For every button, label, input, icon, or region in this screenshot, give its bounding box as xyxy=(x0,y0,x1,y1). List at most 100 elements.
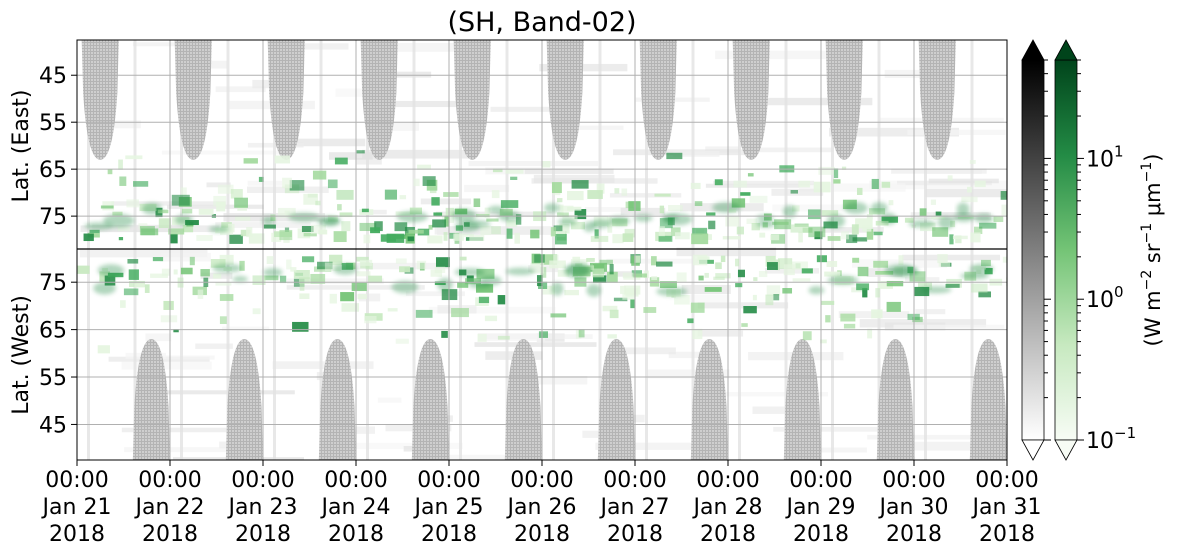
background-streak xyxy=(439,454,530,460)
aurora-pixel xyxy=(515,214,522,225)
aurora-pixel xyxy=(670,227,681,237)
colorbar-grey-extend-max xyxy=(1021,39,1045,61)
aurora-pixel xyxy=(301,256,315,263)
aurora-pixel xyxy=(913,286,930,297)
background-streak xyxy=(111,201,226,206)
background-streak xyxy=(697,302,789,309)
aurora-pixel xyxy=(676,272,687,282)
background-streak xyxy=(215,86,266,93)
background-streak xyxy=(570,125,624,130)
aurora-pixel xyxy=(978,291,992,298)
background-streak xyxy=(222,326,270,331)
aurora-pixel xyxy=(792,205,800,212)
aurora-pixel xyxy=(550,313,567,318)
aurora-pixel xyxy=(477,333,487,342)
aurora-pixel xyxy=(566,190,584,201)
daylight-gap xyxy=(918,40,956,160)
aurora-core xyxy=(262,268,283,277)
aurora-pixel xyxy=(841,166,847,170)
aurora-pixel xyxy=(386,233,405,243)
x-tick-label: 00:00 xyxy=(882,468,945,493)
aurora-pixel xyxy=(659,281,677,289)
swath-edge xyxy=(924,40,927,460)
aurora-pixel xyxy=(292,321,309,332)
aurora-pixel xyxy=(607,271,618,283)
background-streak xyxy=(144,355,215,360)
background-streak xyxy=(705,183,810,188)
aurora-pixel xyxy=(843,323,856,329)
aurora-pixel xyxy=(770,234,780,241)
aurora-pixel xyxy=(875,220,889,226)
colorbar-tick-label: 10−1 xyxy=(1086,424,1136,454)
aurora-pixel xyxy=(741,323,748,327)
aurora-pixel xyxy=(453,233,464,241)
aurora-pixel xyxy=(432,219,446,228)
background-streak xyxy=(533,174,615,184)
aurora-pixel xyxy=(112,211,123,216)
aurora-pixel xyxy=(492,168,503,173)
aurora-pixel xyxy=(821,210,839,217)
aurora-pixel xyxy=(651,256,657,266)
swath-edge xyxy=(645,40,648,460)
aurora-pixel xyxy=(694,201,703,207)
aurora-pixel xyxy=(746,218,758,224)
aurora-pixel xyxy=(620,285,627,294)
y-tick-label-west: 45 xyxy=(39,413,67,438)
aurora-pixel xyxy=(674,294,690,305)
aurora-pixel xyxy=(1001,204,1007,216)
aurora-pixel xyxy=(551,182,562,194)
aurora-core xyxy=(608,216,630,226)
aurora-pixel xyxy=(415,309,433,318)
aurora-pixel xyxy=(1002,256,1007,263)
x-tick-label: 00:00 xyxy=(603,468,666,493)
aurora-pixel xyxy=(293,269,310,279)
aurora-pixel xyxy=(310,224,326,234)
aurora-pixel xyxy=(557,198,563,203)
aurora-pixel xyxy=(888,200,894,206)
aurora-pixel xyxy=(553,225,563,232)
aurora-pixel xyxy=(621,188,628,196)
daylight-gaps-east xyxy=(81,40,956,160)
aurora-pixel xyxy=(478,296,490,304)
aurora-pixel xyxy=(299,293,310,300)
background-streak xyxy=(344,262,450,270)
aurora-pixel xyxy=(571,180,589,189)
aurora-pixel xyxy=(614,188,620,194)
aurora-pixel xyxy=(807,209,822,220)
aurora-pixel xyxy=(384,189,398,200)
aurora-pixel xyxy=(866,228,874,240)
aurora-pixel xyxy=(463,233,474,237)
aurora-pixel xyxy=(981,259,991,267)
x-tick-label: Jan 31 xyxy=(971,495,1042,520)
background-streak xyxy=(773,426,908,432)
colorbar-tick-label: 101 xyxy=(1086,142,1124,172)
aurora-pixel xyxy=(587,190,603,199)
aurora-pixel xyxy=(497,295,506,305)
y-axis-label-west: Lat. (West) xyxy=(9,295,34,415)
swath-edge xyxy=(598,40,602,460)
aurora-pixel xyxy=(266,256,274,264)
background-streak xyxy=(394,100,478,108)
aurora-pixel xyxy=(359,259,373,266)
aurora-pixel xyxy=(875,270,894,275)
swath-edge xyxy=(970,40,974,460)
daylight-gap xyxy=(360,40,398,160)
aurora-core xyxy=(557,218,577,226)
aurora-pixel xyxy=(658,226,665,237)
aurora-pixel xyxy=(476,268,495,279)
daylight-gap xyxy=(453,40,491,160)
x-tick-label: 00:00 xyxy=(417,468,480,493)
aurora-pixel xyxy=(538,331,548,338)
aurora-pixel xyxy=(969,160,976,164)
aurora-pixel xyxy=(480,225,491,236)
aurora-pixel xyxy=(123,288,139,296)
background-streak xyxy=(924,169,982,174)
aurora-pixel xyxy=(820,300,835,305)
aurora-pixel xyxy=(196,235,213,241)
aurora-core xyxy=(937,216,955,229)
aurora-pixel xyxy=(692,328,703,340)
aurora-pixel xyxy=(578,329,585,338)
aurora-core xyxy=(756,214,774,221)
aurora-pixel xyxy=(841,231,849,240)
